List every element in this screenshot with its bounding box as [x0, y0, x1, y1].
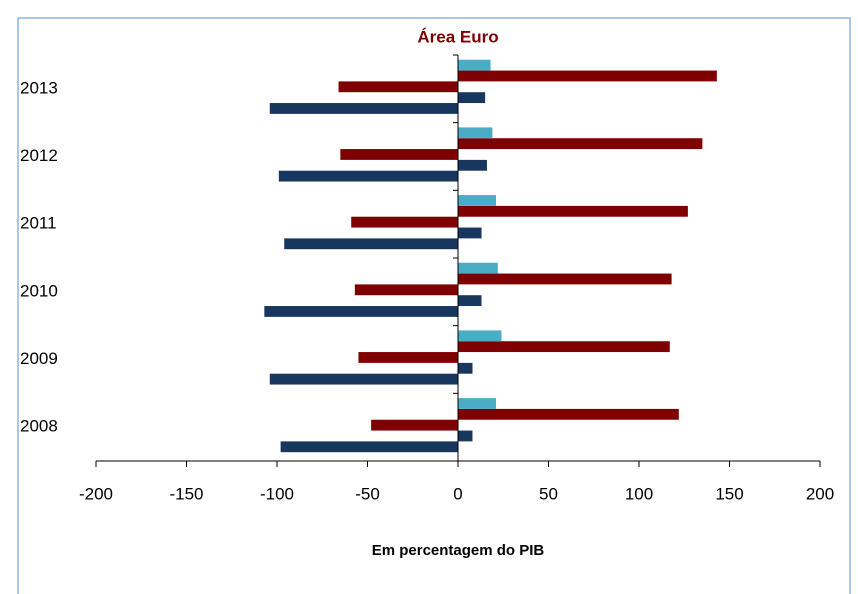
bar: [269, 103, 458, 114]
y-tick-label: 2009: [20, 349, 58, 368]
x-tick-label: 100: [625, 484, 653, 503]
chart-frame: [17, 17, 851, 594]
x-tick-label: 200: [806, 484, 834, 503]
x-tick-label: 150: [715, 484, 743, 503]
bar: [458, 70, 717, 82]
bar: [458, 273, 672, 285]
bar: [458, 92, 486, 104]
bar: [338, 81, 458, 93]
bar: [458, 59, 491, 71]
bar: [458, 262, 498, 274]
bar: [354, 284, 458, 296]
bar: [269, 373, 458, 385]
x-tick-label: -200: [79, 484, 113, 503]
bar: [458, 127, 493, 139]
bar: [458, 362, 473, 374]
x-tick-label: 0: [453, 484, 462, 503]
bar: [340, 149, 458, 160]
bar: [458, 398, 497, 409]
bar: [278, 170, 458, 182]
bar: [358, 352, 458, 363]
bar: [458, 195, 497, 206]
bar: [458, 227, 482, 239]
y-tick-label: 2012: [20, 146, 58, 165]
bar: [458, 341, 670, 353]
bar: [280, 441, 458, 453]
chart-title: Área Euro: [417, 27, 498, 46]
bar: [458, 205, 688, 217]
bar: [351, 216, 458, 228]
bar: [458, 159, 487, 171]
bar: [458, 408, 679, 420]
x-tick-label: -150: [169, 484, 203, 503]
bar: [371, 419, 458, 431]
bar: [458, 430, 473, 442]
y-tick-label: 2011: [20, 214, 57, 233]
y-tick-label: 2013: [20, 78, 58, 97]
x-axis-label: Em percentagem do PIB: [372, 542, 545, 559]
bar: [264, 306, 458, 317]
y-tick-label: 2008: [20, 417, 58, 436]
bar: [284, 238, 458, 250]
x-tick-label: -50: [355, 484, 380, 503]
x-tick-label: -100: [260, 484, 294, 503]
x-tick-label: 50: [539, 484, 558, 503]
y-tick-label: 2010: [20, 281, 58, 300]
bar: [458, 138, 703, 150]
bar: [458, 330, 502, 342]
bar: [458, 295, 482, 307]
